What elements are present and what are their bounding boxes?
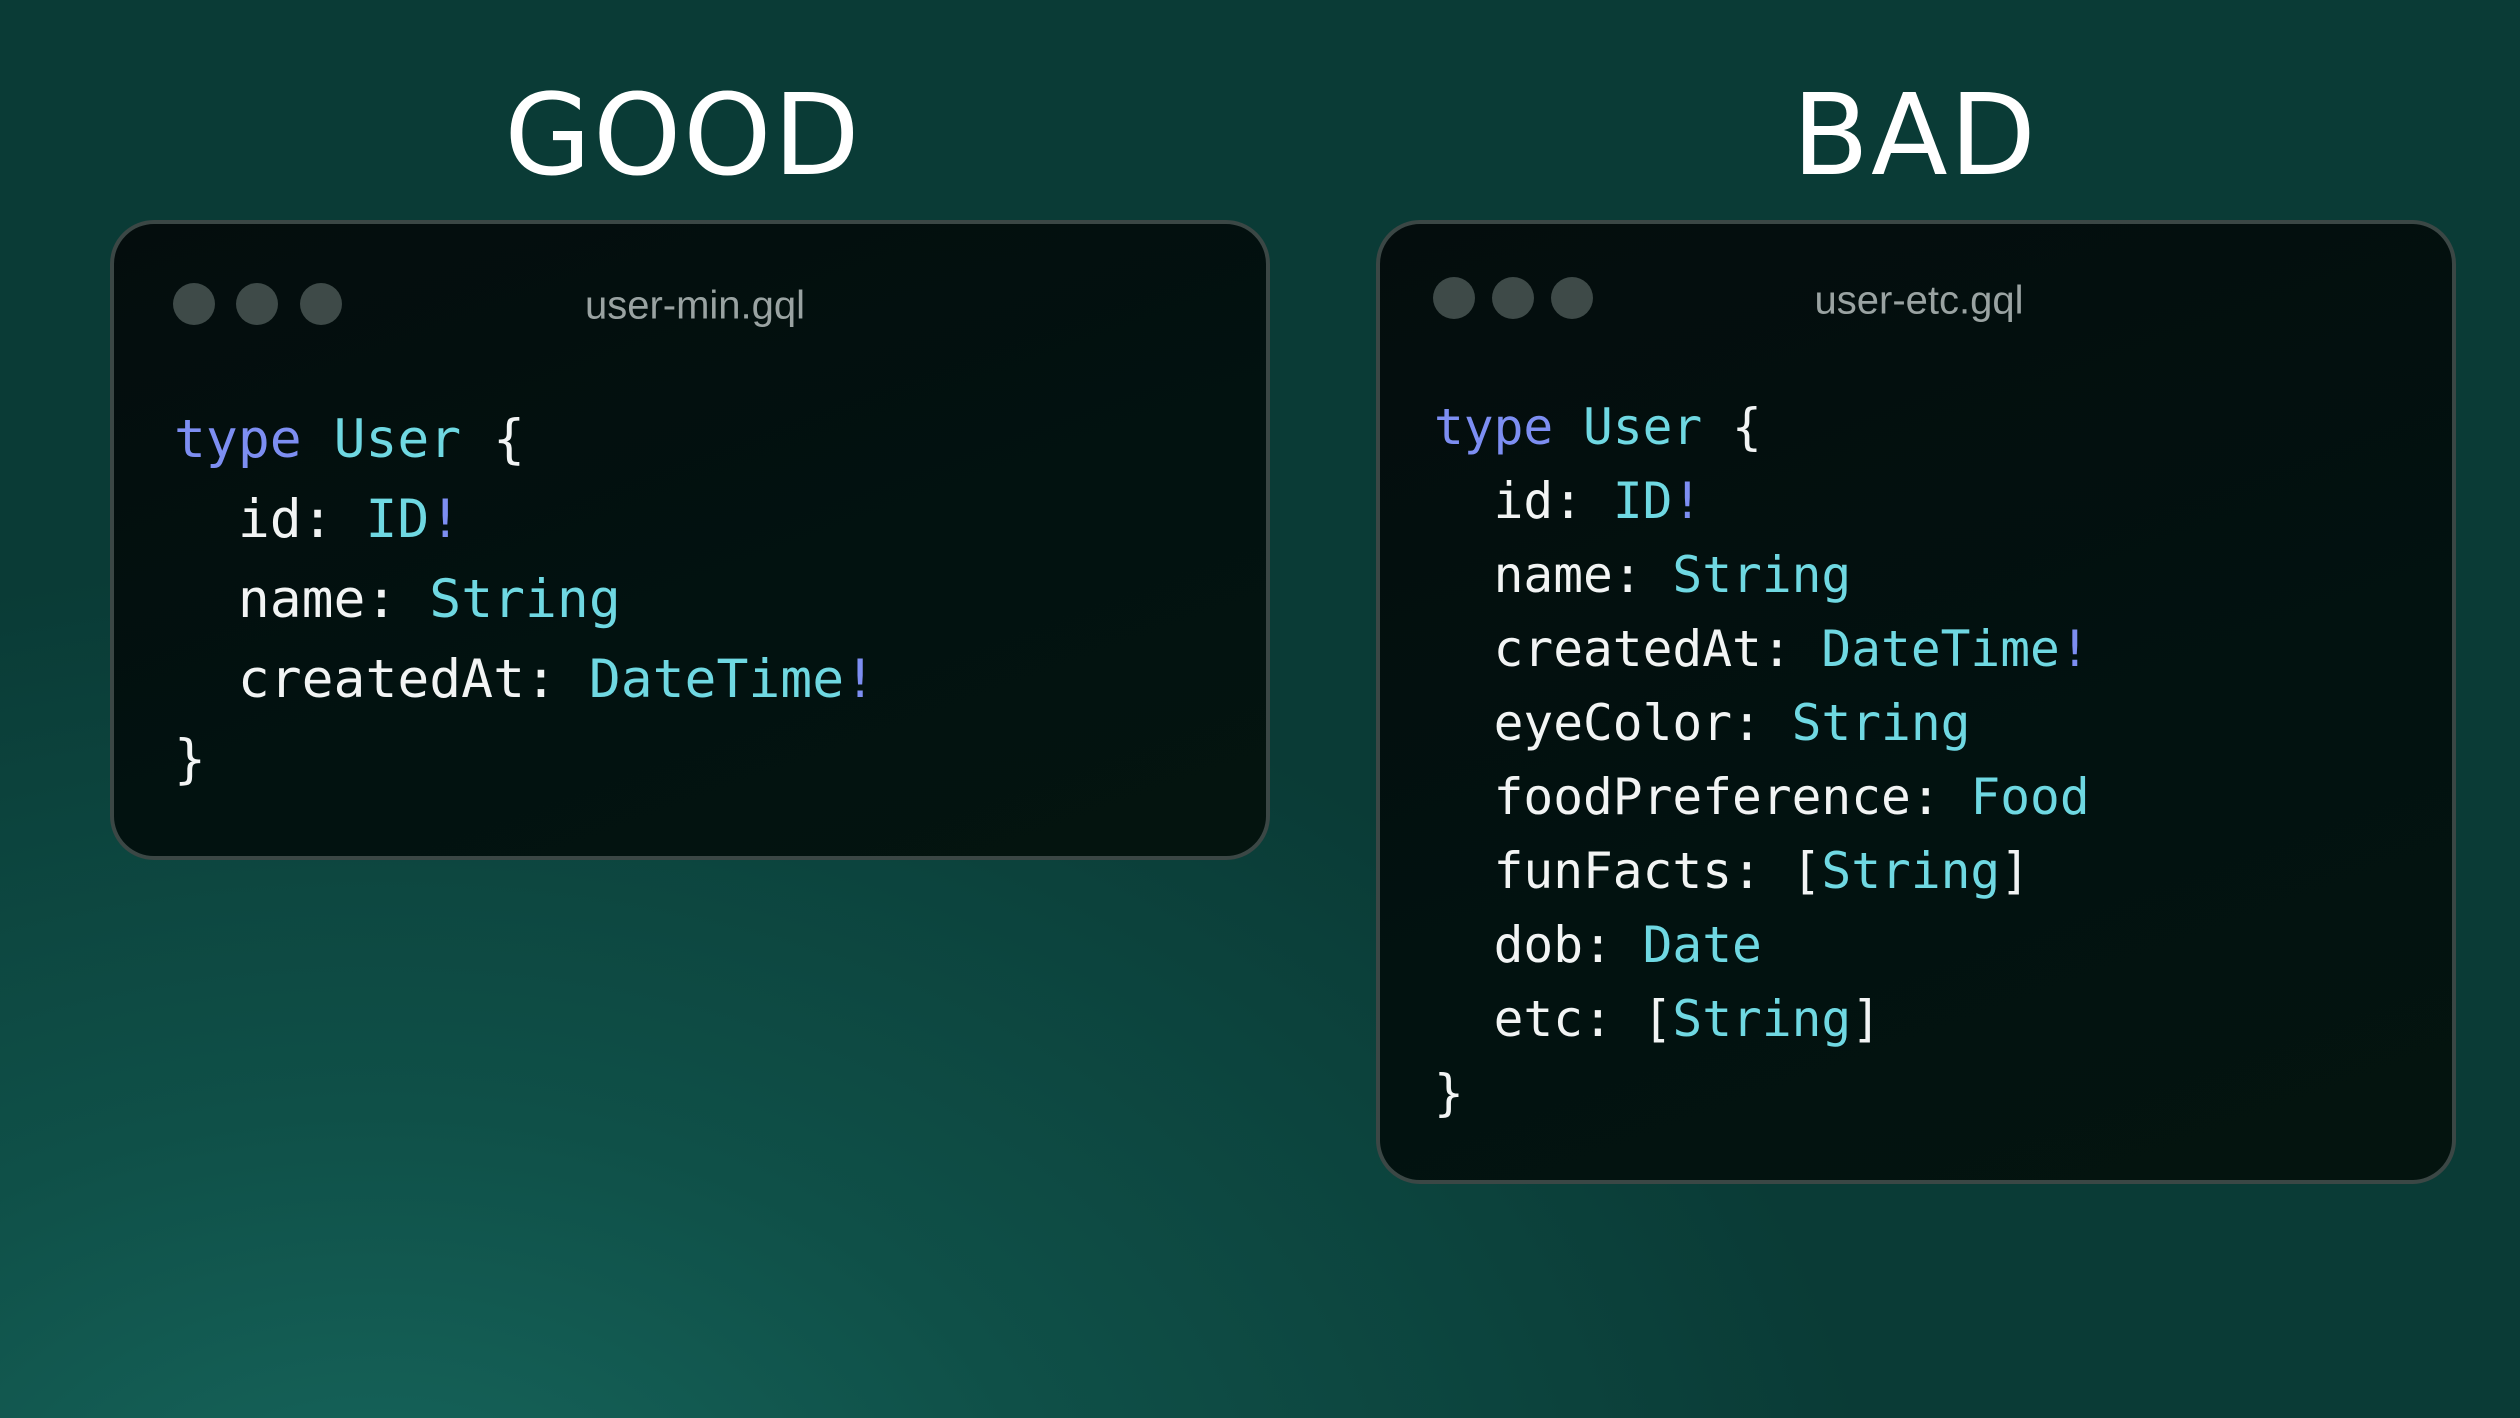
code-type: String xyxy=(1672,990,1852,1048)
code-text: } xyxy=(174,729,206,790)
code-line: } xyxy=(174,720,876,800)
code-type: Date xyxy=(1642,916,1762,974)
window-dot-icon xyxy=(300,283,342,325)
code-line: foodPreference: Food xyxy=(1434,760,2090,834)
filename: user-min.gql xyxy=(584,283,806,328)
code-type: User xyxy=(1583,398,1703,456)
code-text: ] xyxy=(2000,842,2031,900)
code-line: dob: Date xyxy=(1434,908,2090,982)
code-type: DateTime xyxy=(1821,620,2060,678)
code-block: type User { id: ID! name: String created… xyxy=(174,400,876,800)
bad-heading: BAD xyxy=(1792,71,2038,201)
code-text: dob: xyxy=(1434,916,1643,974)
code-text: { xyxy=(1702,398,1762,456)
code-line: type User { xyxy=(1434,390,2090,464)
code-line: etc: [String] xyxy=(1434,982,2090,1056)
code-type: String xyxy=(1672,546,1852,604)
filename: user-etc.gql xyxy=(1814,278,2024,323)
code-keyword: type xyxy=(1434,398,1554,456)
code-type: DateTime xyxy=(588,649,845,710)
code-type: String xyxy=(1821,842,2001,900)
code-text: { xyxy=(461,409,526,470)
good-code-window: user-min.gql type User { id: ID! name: S… xyxy=(110,220,1270,860)
code-line: id: ID! xyxy=(174,480,876,560)
window-dot-icon xyxy=(236,283,278,325)
code-text: id: xyxy=(1434,472,1613,530)
code-keyword: type xyxy=(174,409,302,470)
window-dot-icon xyxy=(1433,277,1475,319)
code-type: String xyxy=(429,569,621,630)
code-line: eyeColor: String xyxy=(1434,686,2090,760)
code-line: id: ID! xyxy=(1434,464,2090,538)
code-text: } xyxy=(1434,1064,1464,1122)
code-text: name: xyxy=(1434,546,1673,604)
code-type: ID xyxy=(365,489,430,550)
good-heading: GOOD xyxy=(504,71,862,201)
code-text: ! xyxy=(2059,620,2090,678)
code-line: createdAt: DateTime! xyxy=(1434,612,2090,686)
code-line: name: String xyxy=(1434,538,2090,612)
code-text: createdAt: xyxy=(174,649,589,710)
code-text: foodPreference: xyxy=(1434,768,1971,826)
code-type: String xyxy=(1791,694,1971,752)
code-text: eyeColor: xyxy=(1434,694,1792,752)
code-text xyxy=(302,409,334,470)
code-text: funFacts: [ xyxy=(1434,842,1822,900)
code-text xyxy=(1553,398,1583,456)
code-line: } xyxy=(1434,1056,2090,1130)
window-dot-icon xyxy=(1492,277,1534,319)
code-text: ! xyxy=(1672,472,1703,530)
code-text: ] xyxy=(1851,990,1882,1048)
code-type: User xyxy=(333,409,462,470)
code-line: funFacts: [String] xyxy=(1434,834,2090,908)
window-dot-icon xyxy=(1551,277,1593,319)
bad-code-window: user-etc.gql type User { id: ID! name: S… xyxy=(1376,220,2456,1184)
code-text: id: xyxy=(174,489,366,550)
code-text: createdAt: xyxy=(1434,620,1822,678)
code-line: type User { xyxy=(174,400,876,480)
code-block: type User { id: ID! name: String created… xyxy=(1434,390,2090,1130)
code-type: Food xyxy=(1970,768,2090,826)
code-line: createdAt: DateTime! xyxy=(174,640,876,720)
code-text: ! xyxy=(844,649,877,710)
code-text: name: xyxy=(174,569,430,630)
code-line: name: String xyxy=(174,560,876,640)
code-type: ID xyxy=(1612,472,1673,530)
code-text: ! xyxy=(429,489,462,550)
code-text: etc: [ xyxy=(1434,990,1673,1048)
window-dot-icon xyxy=(173,283,215,325)
